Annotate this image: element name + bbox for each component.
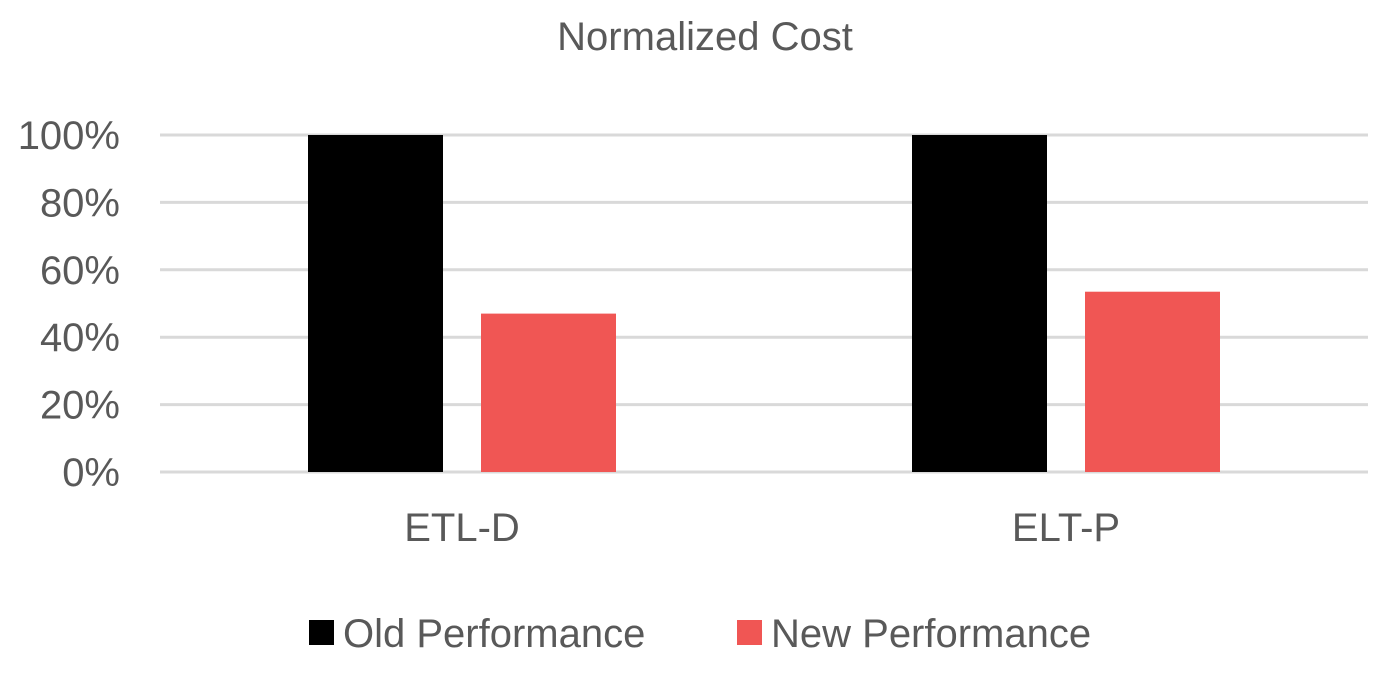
bars	[308, 135, 1220, 472]
y-tick-label: 20%	[40, 384, 120, 428]
y-tick-label: 60%	[40, 249, 120, 293]
y-tick-label: 80%	[40, 181, 120, 225]
chart-title: Normalized Cost	[557, 15, 853, 59]
y-tick-label: 40%	[40, 316, 120, 360]
y-axis-tick-labels: 0% 20% 40% 60% 80% 100%	[18, 114, 120, 495]
bar-new-performance-elt-p	[1085, 291, 1220, 472]
legend-label-new-performance: New Performance	[771, 612, 1091, 656]
x-axis-category-labels: ETL-D ELT-P	[404, 506, 1120, 550]
legend: Old Performance New Performance	[309, 612, 1091, 656]
legend-swatch-old-performance	[309, 620, 334, 645]
bar-old-performance-etl-d	[308, 135, 443, 472]
legend-label-old-performance: Old Performance	[343, 612, 645, 656]
y-tick-label: 0%	[62, 451, 120, 495]
y-tick-label: 100%	[18, 114, 120, 158]
legend-item-old-performance: Old Performance	[309, 612, 645, 656]
x-category-label-etl-d: ETL-D	[404, 506, 520, 550]
legend-swatch-new-performance	[737, 620, 762, 645]
bar-new-performance-etl-d	[481, 313, 616, 472]
x-category-label-elt-p: ELT-P	[1012, 506, 1120, 550]
bar-old-performance-elt-p	[912, 135, 1047, 472]
legend-item-new-performance: New Performance	[737, 612, 1091, 656]
